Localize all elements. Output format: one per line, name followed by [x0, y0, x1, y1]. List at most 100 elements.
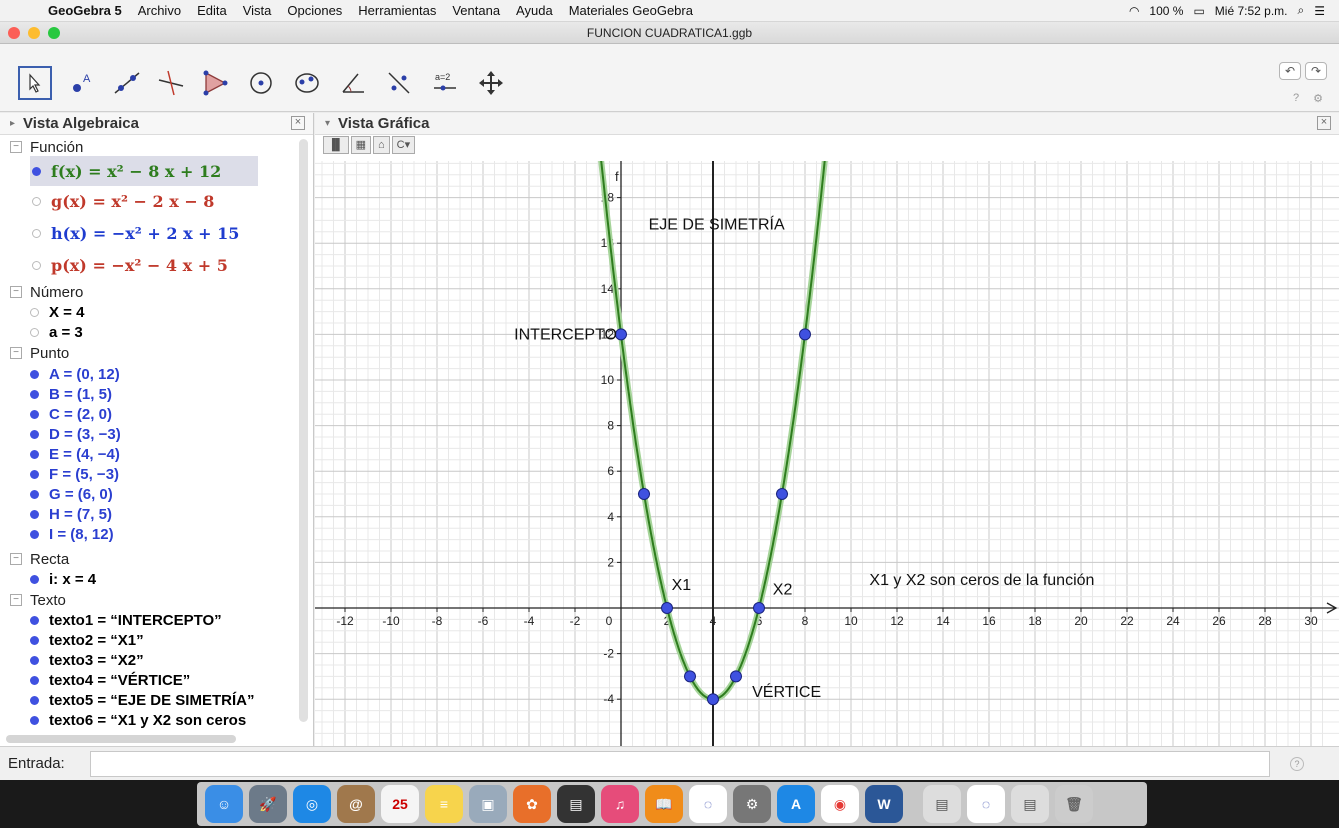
- trash-icon[interactable]: 🗑: [1055, 785, 1093, 823]
- category-funcion[interactable]: − Función: [10, 137, 83, 157]
- visibility-dot[interactable]: [30, 389, 39, 399]
- contacts-icon[interactable]: @: [337, 785, 375, 823]
- polygon-tool-icon[interactable]: [198, 66, 232, 100]
- geogebra-file-icon[interactable]: ◌: [967, 785, 1005, 823]
- visibility-dot[interactable]: [32, 196, 41, 206]
- visibility-dot[interactable]: [30, 655, 39, 665]
- menu-archivo[interactable]: Archivo: [137, 3, 182, 18]
- undo-button[interactable]: ↶: [1279, 62, 1301, 80]
- number-row[interactable]: X = 4: [30, 302, 84, 322]
- category-punto[interactable]: − Punto: [10, 343, 69, 363]
- collapse-icon[interactable]: −: [10, 553, 22, 565]
- app-store-icon[interactable]: A: [777, 785, 815, 823]
- menu-herramientas[interactable]: Herramientas: [358, 3, 437, 18]
- point-tool-icon[interactable]: A: [66, 66, 100, 100]
- calendar-icon[interactable]: 25: [381, 785, 419, 823]
- visibility-dot[interactable]: [30, 409, 39, 419]
- visibility-dot[interactable]: [30, 675, 39, 685]
- visibility-dot[interactable]: [32, 228, 41, 238]
- help-icon[interactable]: ?: [1293, 92, 1300, 104]
- angle-tool-icon[interactable]: [336, 66, 370, 100]
- home-icon[interactable]: ⌂: [373, 136, 390, 154]
- ibooks-icon[interactable]: 📖: [645, 785, 683, 823]
- redo-button[interactable]: ↷: [1305, 62, 1327, 80]
- graph-canvas[interactable]: -12-10-8-6-4-202468101214161820222426283…: [315, 161, 1339, 746]
- visibility-dot[interactable]: [30, 449, 39, 459]
- point-row[interactable]: F = (5, −3): [30, 464, 119, 484]
- visibility-dot[interactable]: [30, 695, 39, 705]
- system-preferences-icon[interactable]: ⚙: [733, 785, 771, 823]
- text-row[interactable]: texto6 = “X1 y X2 son ceros: [30, 710, 246, 730]
- function-p[interactable]: p(x) = −x² − 4 x + 5: [32, 251, 228, 279]
- line-tool-icon[interactable]: [110, 66, 144, 100]
- visibility-dot[interactable]: [30, 429, 39, 439]
- menu-ayuda[interactable]: Ayuda: [516, 3, 553, 18]
- visibility-dot[interactable]: [30, 529, 39, 539]
- spotlight-icon[interactable]: ⌕: [1297, 3, 1305, 17]
- photos-icon[interactable]: ✿: [513, 785, 551, 823]
- launchpad-icon[interactable]: 🚀: [249, 785, 287, 823]
- visibility-dot[interactable]: [30, 574, 39, 584]
- menu-app[interactable]: GeoGebra 5: [48, 3, 122, 18]
- input-field[interactable]: [90, 750, 1270, 777]
- visibility-dot[interactable]: [30, 715, 39, 725]
- category-numero[interactable]: − Número: [10, 282, 83, 302]
- menu-opciones[interactable]: Opciones: [287, 3, 343, 18]
- slider-tool-icon[interactable]: a=2: [428, 66, 462, 100]
- menu-vista[interactable]: Vista: [242, 3, 272, 18]
- wifi-icon[interactable]: ◠: [1128, 3, 1140, 18]
- visibility-dot[interactable]: [30, 635, 39, 645]
- collapse-triangle-icon[interactable]: ▾: [325, 118, 331, 129]
- safari-icon[interactable]: ◎: [293, 785, 331, 823]
- point-row[interactable]: B = (1, 5): [30, 384, 112, 404]
- settings-gear-icon[interactable]: ⚙: [1313, 93, 1323, 105]
- category-texto[interactable]: − Texto: [10, 590, 66, 610]
- visibility-dot[interactable]: [30, 615, 39, 625]
- minimize-window-button[interactable]: [28, 27, 40, 39]
- perpendicular-tool-icon[interactable]: [154, 66, 188, 100]
- move-view-tool-icon[interactable]: [474, 66, 508, 100]
- expand-triangle-icon[interactable]: ▸: [10, 118, 16, 129]
- line-row[interactable]: i: x = 4: [30, 569, 96, 589]
- visibility-dot[interactable]: [32, 260, 41, 270]
- text-row[interactable]: texto3 = “X2”: [30, 650, 144, 670]
- word-icon[interactable]: W: [865, 785, 903, 823]
- notification-icon[interactable]: ☰: [1314, 3, 1325, 18]
- point-row[interactable]: C = (2, 0): [30, 404, 112, 424]
- menu-materiales[interactable]: Materiales GeoGebra: [568, 3, 693, 18]
- visibility-dot[interactable]: [30, 327, 39, 337]
- close-algebra-view-button[interactable]: ×: [291, 116, 305, 130]
- move-tool-icon[interactable]: [18, 66, 52, 100]
- reflect-tool-icon[interactable]: [382, 66, 416, 100]
- battery-icon[interactable]: ▭: [1193, 3, 1205, 18]
- clock[interactable]: Mié 7:52 p.m.: [1214, 3, 1288, 18]
- function-f[interactable]: f(x) = x² − 8 x + 12: [32, 157, 221, 185]
- text-row[interactable]: texto4 = “VÉRTICE”: [30, 670, 190, 690]
- zoom-window-button[interactable]: [48, 27, 60, 39]
- visibility-dot[interactable]: [30, 469, 39, 479]
- point-row[interactable]: I = (8, 12): [30, 524, 114, 544]
- collapse-icon[interactable]: −: [10, 594, 22, 606]
- visibility-dot[interactable]: [30, 369, 39, 379]
- text-row[interactable]: texto5 = “EJE DE SIMETRÍA”: [30, 690, 254, 710]
- text-row[interactable]: texto1 = “INTERCEPTO”: [30, 610, 222, 630]
- text-row[interactable]: texto2 = “X1”: [30, 630, 144, 650]
- point-row[interactable]: H = (7, 5): [30, 504, 112, 524]
- vertical-scrollbar[interactable]: [299, 139, 308, 722]
- input-help-icon[interactable]: ?: [1290, 756, 1304, 771]
- point-row[interactable]: D = (3, −3): [30, 424, 121, 444]
- circle-tool-icon[interactable]: [244, 66, 278, 100]
- preview-icon[interactable]: ▣: [469, 785, 507, 823]
- toggle-grid-button[interactable]: ▦: [350, 136, 371, 154]
- document-thumbnail-icon[interactable]: ▤: [1011, 785, 1049, 823]
- horizontal-scrollbar[interactable]: [6, 735, 236, 743]
- collapse-icon[interactable]: −: [10, 347, 22, 359]
- geogebra-icon[interactable]: ◌: [689, 785, 727, 823]
- finder-icon[interactable]: ☺: [205, 785, 243, 823]
- ellipse-tool-icon[interactable]: [290, 66, 324, 100]
- visibility-dot[interactable]: [30, 509, 39, 519]
- close-graphics-view-button[interactable]: ×: [1317, 116, 1331, 130]
- function-h[interactable]: h(x) = −x² + 2 x + 15: [32, 219, 239, 247]
- collapse-icon[interactable]: −: [10, 141, 22, 153]
- visibility-dot[interactable]: [30, 307, 39, 317]
